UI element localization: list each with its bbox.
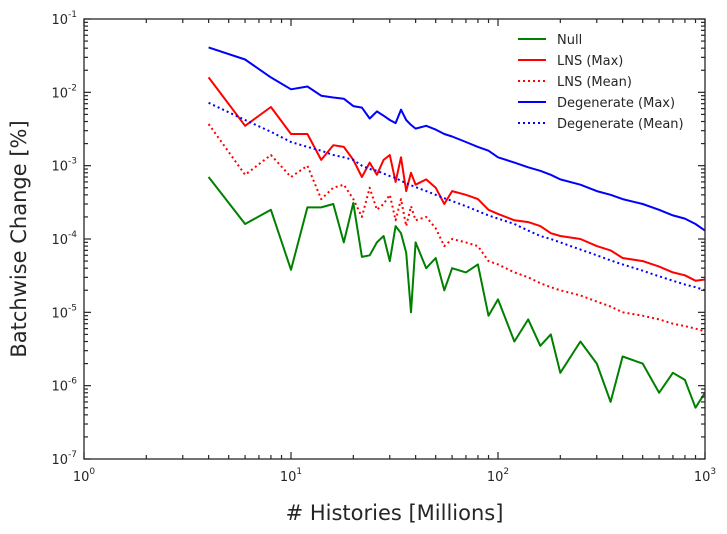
legend-label: Degenerate (Mean)	[557, 117, 684, 132]
ticks-layer: 100 101 102 103 10-7 10-6 10-5 10-4 10-3 10-2 10-1	[51, 10, 716, 485]
y-tick-label: 10-4	[51, 230, 77, 248]
x-tick-label: 103	[694, 467, 716, 485]
series-layer	[207, 46, 705, 409]
series-line-3	[208, 46, 705, 232]
series-line-0	[207, 176, 705, 409]
y-tick-label: 10-6	[51, 377, 77, 395]
legend-label: LNS (Mean)	[557, 75, 632, 90]
legend-label: Null	[557, 33, 582, 48]
legend: Null LNS (Max) LNS (Mean) Degenerate (Max) D…	[518, 33, 684, 132]
y-tick-label: 10-7	[51, 450, 77, 468]
y-tick-label: 10-3	[51, 157, 77, 175]
x-tick-label: 102	[487, 467, 509, 485]
x-tick-label: 100	[73, 467, 96, 485]
x-axis-label: # Histories [Millions]	[286, 501, 504, 525]
legend-label: Degenerate (Max)	[557, 96, 675, 111]
y-tick-label: 10-5	[51, 303, 77, 321]
series-line-2	[207, 123, 705, 333]
x-tick-label: 101	[280, 467, 302, 485]
y-axis-label: Batchwise Change [%]	[7, 120, 31, 357]
y-tick-label: 10-2	[51, 83, 77, 101]
legend-label: LNS (Max)	[557, 54, 623, 69]
series-line-4	[208, 101, 705, 292]
y-tick-label: 10-1	[51, 10, 77, 28]
